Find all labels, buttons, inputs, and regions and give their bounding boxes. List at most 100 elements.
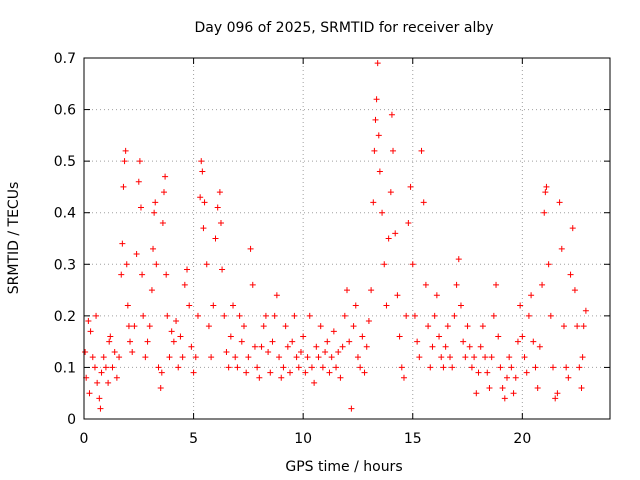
data-point (146, 323, 153, 330)
data-point (163, 271, 170, 278)
data-point (190, 369, 197, 376)
chart-title: Day 096 of 2025, SRMTID for receiver alb… (194, 20, 493, 36)
data-point (186, 302, 193, 309)
data-point (429, 343, 436, 350)
data-point (550, 364, 557, 371)
data-point (407, 183, 414, 190)
data-point (455, 256, 462, 263)
data-point (284, 343, 291, 350)
y-tick-label: 0.6 (54, 103, 76, 119)
data-point (528, 292, 535, 299)
data-point (100, 354, 107, 361)
data-point (560, 323, 567, 330)
data-point (512, 374, 519, 381)
data-point (357, 364, 364, 371)
data-point (289, 338, 296, 345)
data-point (376, 168, 383, 175)
data-point (414, 338, 421, 345)
data-point (121, 158, 128, 165)
data-point (431, 312, 438, 319)
data-point (133, 250, 140, 257)
data-point (433, 292, 440, 299)
data-point (530, 338, 537, 345)
data-point (521, 354, 528, 361)
data-point (543, 183, 550, 190)
data-point (422, 281, 429, 288)
data-point (352, 302, 359, 309)
data-point (271, 312, 278, 319)
data-point (153, 261, 160, 268)
data-point (396, 333, 403, 340)
data-point (230, 302, 237, 309)
data-point (140, 312, 147, 319)
data-point (227, 333, 234, 340)
x-tick-label: 0 (80, 431, 89, 447)
data-point (280, 364, 287, 371)
data-point (120, 183, 127, 190)
data-point (379, 209, 386, 216)
data-point (457, 302, 464, 309)
data-point (542, 189, 549, 196)
data-point (400, 374, 407, 381)
data-point (243, 369, 250, 376)
data-point (273, 292, 280, 299)
data-point (113, 374, 120, 381)
data-point (287, 369, 294, 376)
data-point (385, 235, 392, 242)
data-point (578, 385, 585, 392)
data-point (159, 220, 166, 227)
data-point (519, 333, 526, 340)
data-point (254, 364, 261, 371)
data-point (304, 354, 311, 361)
data-point (547, 312, 554, 319)
data-point (205, 323, 212, 330)
data-point (554, 390, 561, 397)
data-point (471, 354, 478, 361)
data-point (328, 354, 335, 361)
data-point (451, 312, 458, 319)
data-point (571, 287, 578, 294)
data-point (354, 354, 361, 361)
data-point (488, 354, 495, 361)
data-point (392, 230, 399, 237)
data-point (409, 261, 416, 268)
data-point (482, 354, 489, 361)
data-point (175, 364, 182, 371)
data-point (234, 364, 241, 371)
data-point (394, 292, 401, 299)
data-point (371, 147, 378, 154)
data-point (142, 354, 149, 361)
data-point (122, 147, 129, 154)
data-point (198, 158, 205, 165)
data-point (370, 199, 377, 206)
y-tick-label: 0.1 (54, 360, 76, 376)
data-point (418, 147, 425, 154)
x-axis-label: GPS time / hours (285, 459, 402, 475)
data-point (158, 369, 165, 376)
data-point (532, 364, 539, 371)
data-point (348, 405, 355, 412)
data-point (127, 338, 134, 345)
data-point (447, 354, 454, 361)
data-point (449, 364, 456, 371)
data-point (297, 348, 304, 355)
plot-frame (83, 57, 611, 420)
data-point (105, 379, 112, 386)
data-point (344, 287, 350, 294)
y-axis-label: SRMTID / TECUs (6, 182, 22, 295)
data-point (82, 348, 89, 355)
data-point (508, 364, 515, 371)
data-point (317, 323, 324, 330)
data-point (556, 199, 563, 206)
data-point (160, 189, 167, 196)
data-point (85, 318, 92, 325)
data-point (326, 369, 333, 376)
data-point (173, 318, 180, 325)
data-point (164, 312, 171, 319)
data-point (346, 338, 353, 345)
data-point (150, 245, 157, 252)
data-point (405, 220, 412, 227)
data-point (363, 343, 370, 350)
data-point (109, 364, 116, 371)
